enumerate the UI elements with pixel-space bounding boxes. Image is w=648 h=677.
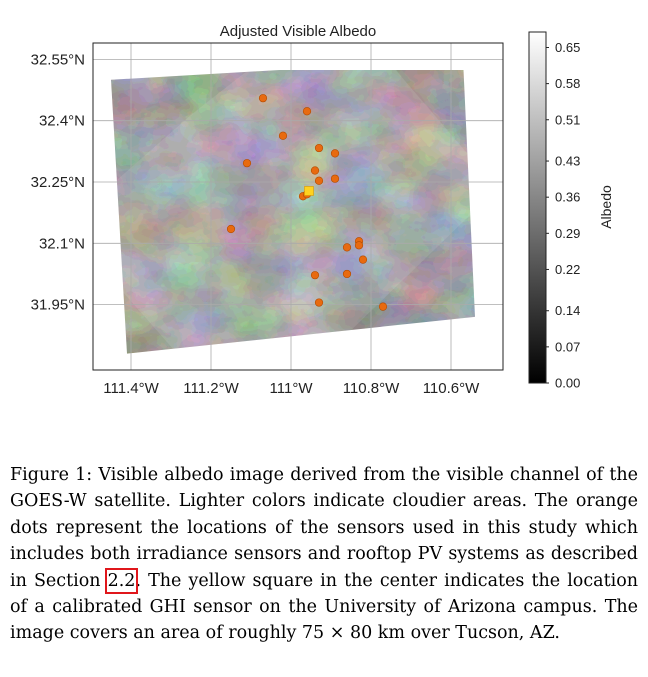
colorbar-tick-label: 0.22 (555, 262, 580, 277)
section-ref-link[interactable]: 2.2 (104, 567, 139, 594)
sensor-point (278, 131, 288, 140)
albedo-figure: Adjusted Visible Albedo 111.4°W 111.2°W 111… (31, 23, 614, 397)
sensor-point (258, 94, 268, 103)
y-tick-label: 32.1°N (39, 235, 85, 252)
caption-text-part1: Figure 1: Visible albedo image derived f… (10, 465, 638, 591)
sensor-point (378, 302, 388, 311)
y-tick-label: 32.55°N (31, 51, 85, 68)
sensor-point (310, 271, 320, 280)
x-tick-label: 111.4°W (103, 380, 159, 397)
albedo-image-group (111, 59, 475, 354)
sensor-point (330, 174, 340, 183)
colorbar (528, 31, 547, 384)
colorbar-tick-label: 0.00 (555, 376, 580, 391)
colorbar-tick-label: 0.43 (555, 154, 580, 169)
colorbar-tick-label: 0.51 (555, 112, 580, 127)
y-tick-label: 31.95°N (31, 297, 85, 314)
colorbar-tick-label: 0.36 (555, 190, 580, 205)
sensor-point (302, 107, 312, 116)
x-tick-label: 110.8°W (343, 380, 400, 397)
sensor-point (330, 149, 340, 158)
y-tick-label: 32.25°N (31, 174, 85, 191)
colorbar-tick-label: 0.29 (555, 226, 580, 241)
sensor-point (242, 159, 252, 168)
figure-caption: Figure 1: Visible albedo image derived f… (10, 462, 638, 647)
colorbar-tick-label: 0.07 (555, 339, 580, 354)
sensor-point (354, 241, 364, 250)
colorbar-label: Albedo (598, 185, 614, 229)
sensor-point (314, 176, 324, 185)
x-tick-label: 110.6°W (423, 380, 480, 397)
cloud-band-overlay (111, 59, 475, 354)
colorbar-tick-label: 0.58 (555, 76, 580, 91)
colorbar-tick-label: 0.65 (555, 40, 580, 55)
chart-title: Adjusted Visible Albedo (220, 23, 377, 40)
plot-frame (92, 42, 504, 371)
albedo-swath (111, 59, 475, 354)
grid-lines (93, 43, 503, 370)
sensor-point (342, 269, 352, 279)
x-tick-label: 111.2°W (183, 380, 239, 397)
y-tick-label: 32.4°N (39, 113, 85, 130)
albedo-field (111, 70, 475, 354)
sensor-markers (226, 94, 388, 311)
sensor-point (314, 298, 324, 307)
sensor-point (314, 143, 324, 153)
calibrated-ghi-sensor (304, 186, 314, 196)
albedo-map-chart: Adjusted Visible Albedo 111.4°W 111.2°W 111… (31, 23, 614, 397)
caption-text-part2: . The yellow square in the center indica… (10, 570, 639, 644)
sensor-point (342, 243, 352, 252)
sensor-point (358, 255, 368, 264)
sensor-point (226, 224, 236, 234)
x-tick-label: 111°W (270, 380, 314, 397)
colorbar-tick-label: 0.14 (555, 303, 580, 318)
sensor-point (310, 166, 320, 175)
